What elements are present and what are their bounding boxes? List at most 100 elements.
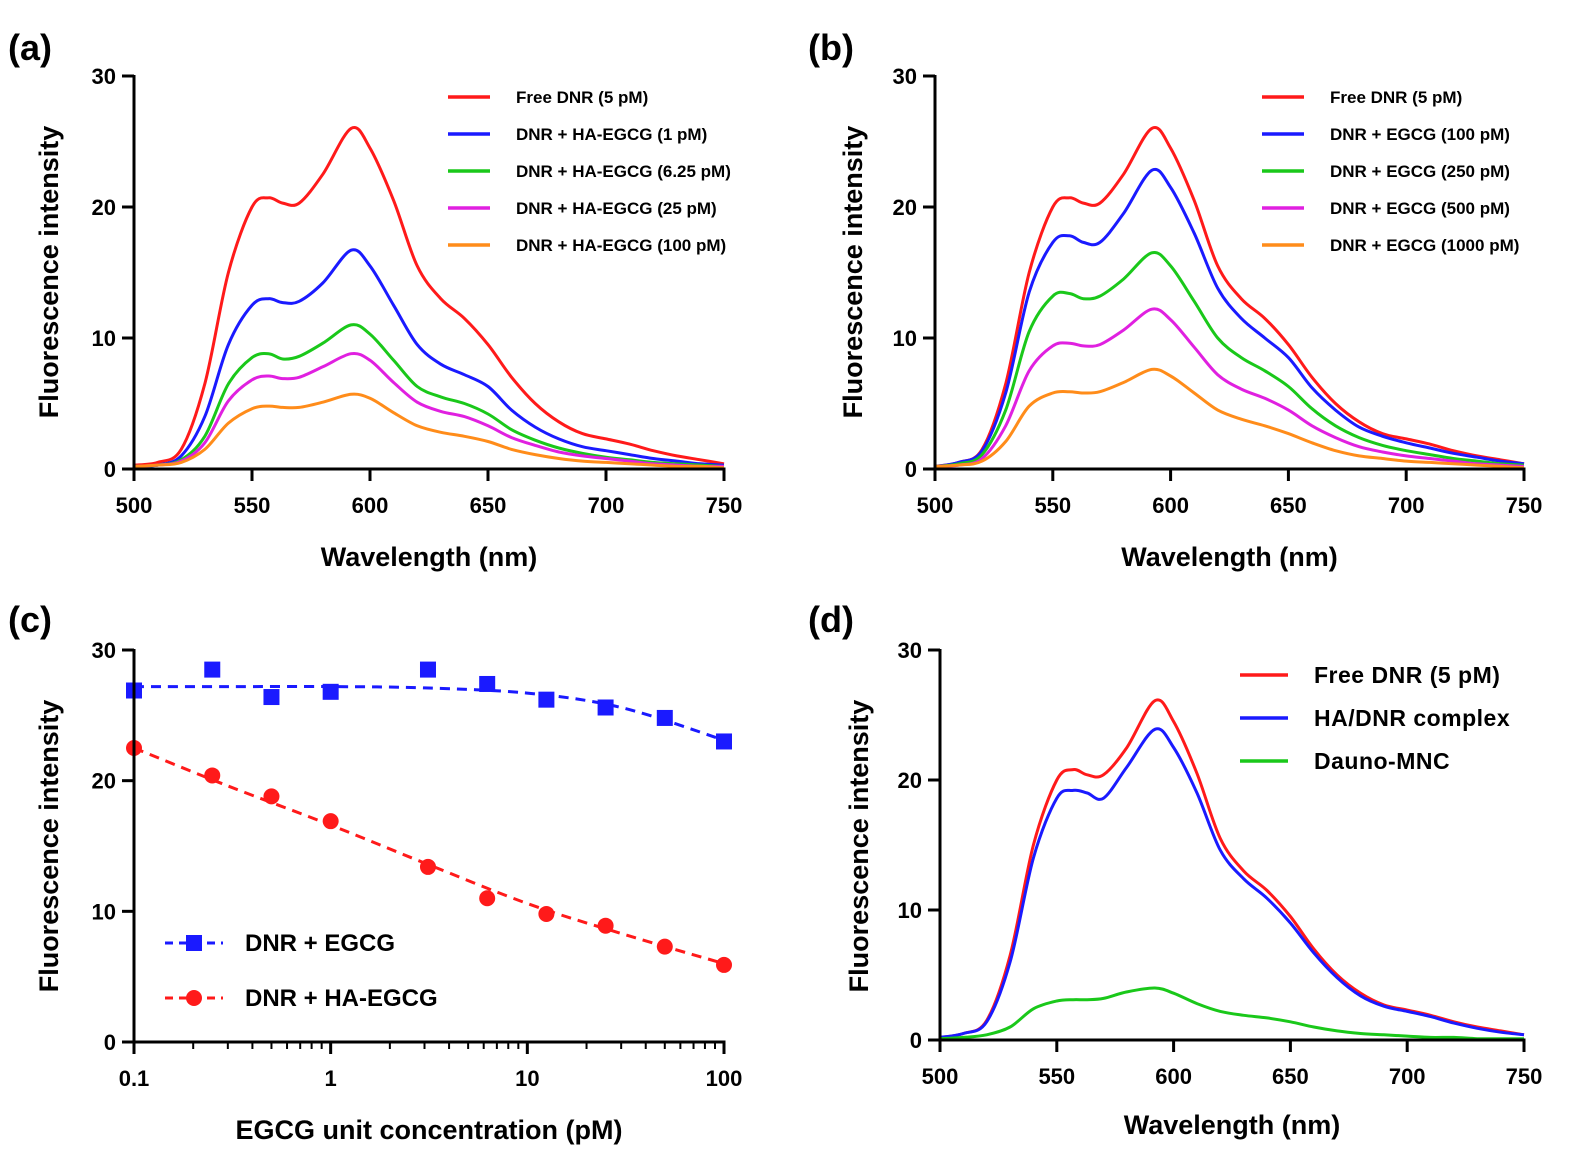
legend-label: Dauno-MNC	[1314, 748, 1450, 774]
x-tick-label: 750	[1506, 493, 1543, 518]
x-tick-label: 550	[1034, 493, 1071, 518]
panel-label: (b)	[808, 27, 854, 68]
series-line	[939, 727, 1525, 1039]
y-tick-label: 10	[898, 898, 922, 923]
x-tick-label: 500	[917, 493, 954, 518]
data-point	[656, 938, 673, 955]
y-tick-label: 30	[92, 638, 116, 663]
x-tick-label: 550	[234, 493, 271, 518]
x-tick-label: 1	[325, 1066, 337, 1091]
legend-label: DNR + HA-EGCG (6.25 pM)	[516, 162, 731, 181]
series-line	[934, 126, 1525, 468]
panel-label: (c)	[8, 599, 52, 640]
data-point	[204, 767, 221, 784]
panel-b: (b) 0 10 20 30 500 550 600 650 700 750 Wavelength (…	[808, 27, 1542, 572]
y-tick-label: 10	[92, 326, 116, 351]
y-axis-title: Fluorescence intensity	[838, 126, 868, 419]
x-tick-label: 700	[1389, 1064, 1426, 1089]
data-point	[716, 956, 732, 973]
x-tick-label: 650	[1272, 1064, 1309, 1089]
legend-label: Free DNR (5 pM)	[1330, 88, 1462, 107]
fit-line	[133, 746, 725, 966]
y-tick-label: 10	[893, 326, 917, 351]
x-tick-label: 500	[922, 1064, 959, 1089]
y-axis-title: Fluorescence intensity	[34, 126, 64, 419]
legend-label: DNR + HA-EGCG (1 pM)	[516, 125, 707, 144]
legend-label: DNR + EGCG (500 pM)	[1330, 199, 1510, 218]
legend: Free DNR (5 pM) DNR + HA-EGCG (1 pM) DNR +…	[448, 88, 731, 255]
series-line	[133, 248, 725, 468]
legend-label: HA/DNR complex	[1314, 705, 1510, 731]
x-tick-label: 600	[1152, 493, 1189, 518]
axes: 0 10 20 30 500 550 600 650 700 750	[898, 638, 1543, 1089]
data-point	[204, 661, 221, 678]
series-line	[934, 307, 1525, 468]
y-tick-label: 30	[92, 64, 116, 89]
legend-label: DNR + HA-EGCG	[245, 985, 438, 1012]
series-line	[133, 392, 725, 470]
y-tick-label: 0	[905, 457, 917, 482]
plot-area	[934, 126, 1525, 470]
x-tick-label: 100	[706, 1066, 743, 1091]
legend-label: DNR + HA-EGCG (100 pM)	[516, 236, 726, 255]
axes: 0 10 20 30 500 550 600 650 700 750	[893, 64, 1543, 518]
series-line	[939, 986, 1524, 1041]
data-point	[263, 689, 280, 706]
x-tick-label: 750	[1506, 1064, 1543, 1089]
x-tick-label: 0.1	[119, 1066, 150, 1091]
legend-marker	[186, 935, 202, 951]
x-axis-title: Wavelength (nm)	[321, 542, 538, 572]
data-point	[479, 675, 496, 692]
y-tick-label: 0	[104, 1030, 116, 1055]
x-tick-label: 500	[116, 493, 153, 518]
data-point	[322, 683, 339, 700]
plot-area	[133, 126, 725, 470]
x-tick-label: 700	[588, 493, 625, 518]
panel-label: (a)	[8, 27, 52, 68]
legend-label: DNR + EGCG (100 pM)	[1330, 125, 1510, 144]
y-tick-label: 30	[898, 638, 922, 663]
legend-marker	[186, 990, 202, 1006]
series-line	[934, 367, 1525, 470]
axes: 0 10 20 30 500 550 600 650 700 750	[92, 64, 743, 518]
panel-a: (a) 0 10 20 30 500 550 600 650 700 750 Wavelength (…	[8, 27, 742, 572]
x-axis-title: Wavelength (nm)	[1121, 542, 1338, 572]
fit-line	[134, 685, 725, 742]
data-point	[597, 917, 614, 934]
panel-label: (d)	[808, 599, 854, 640]
legend-label: Free DNR (5 pM)	[1314, 662, 1500, 688]
y-axis-title: Fluorescence intensity	[34, 700, 64, 993]
data-point	[597, 699, 614, 716]
data-point	[322, 813, 339, 830]
data-point	[419, 858, 436, 875]
x-tick-label: 550	[1038, 1064, 1075, 1089]
plot-area	[939, 698, 1525, 1041]
data-point	[263, 788, 280, 805]
panel-c: (c) 0 10 20 30 0.1 1 10 100 EGCG unit concentrati…	[8, 599, 742, 1145]
legend-label: Free DNR (5 pM)	[516, 88, 648, 107]
y-tick-label: 10	[92, 899, 116, 924]
series-line	[934, 250, 1525, 468]
axes: 0 10 20 30 0.1 1 10 100	[92, 638, 743, 1091]
x-tick-label: 10	[515, 1066, 539, 1091]
y-tick-label: 0	[910, 1028, 922, 1053]
series-line	[133, 351, 725, 468]
x-axis-title: Wavelength (nm)	[1124, 1110, 1341, 1140]
x-tick-label: 750	[706, 493, 743, 518]
y-tick-label: 20	[92, 195, 116, 220]
legend: Free DNR (5 pM) HA/DNR complex Dauno-MNC	[1240, 662, 1510, 774]
y-axis-title: Fluorescence intensity	[844, 700, 874, 993]
x-axis-title: EGCG unit concentration (pM)	[236, 1115, 623, 1145]
x-tick-label: 650	[470, 493, 507, 518]
legend-label: DNR + EGCG	[245, 930, 395, 957]
data-point	[656, 709, 673, 726]
y-tick-label: 20	[92, 769, 116, 794]
data-point	[419, 661, 436, 678]
series-line	[934, 167, 1525, 468]
data-point	[479, 890, 496, 907]
data-point	[716, 733, 732, 750]
data-point	[538, 905, 555, 922]
x-tick-label: 600	[1155, 1064, 1192, 1089]
legend: DNR + EGCG DNR + HA-EGCG	[165, 930, 438, 1012]
